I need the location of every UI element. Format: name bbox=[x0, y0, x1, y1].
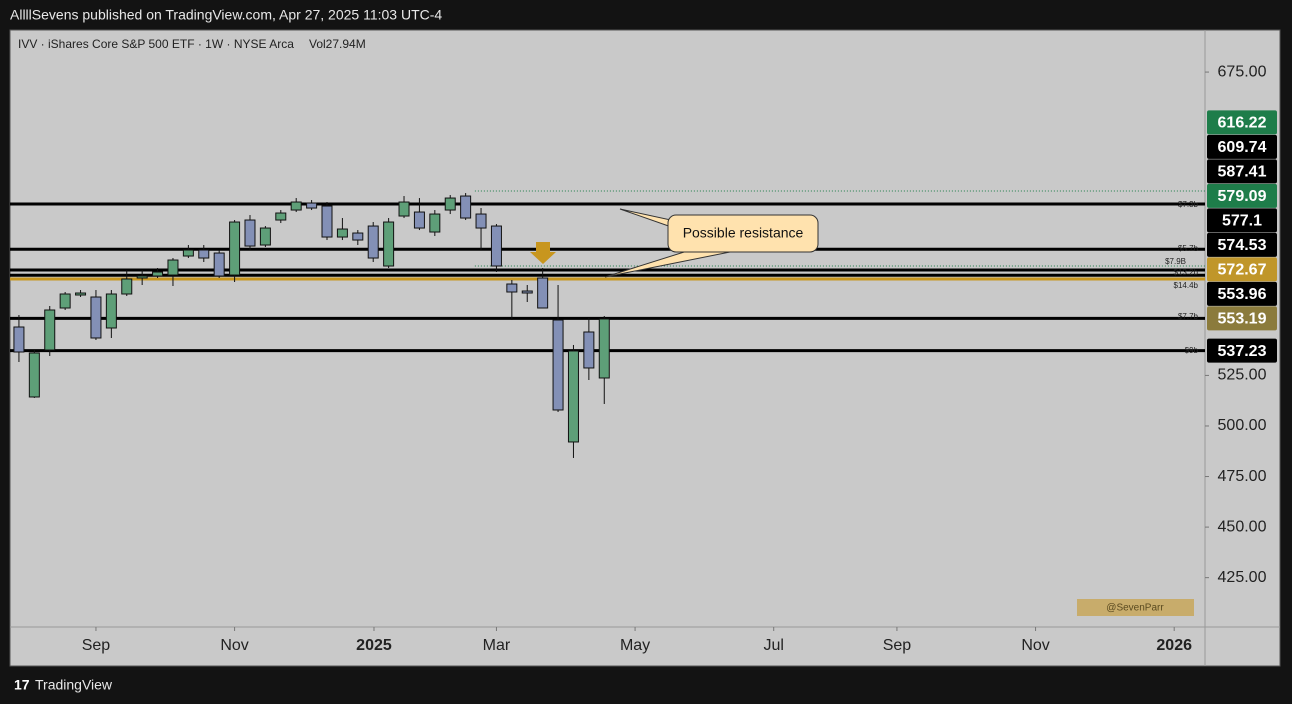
candle-body bbox=[413, 211, 425, 229]
candle-body bbox=[537, 277, 549, 309]
y-tick-label: 450.00 bbox=[1218, 518, 1267, 535]
candle-body bbox=[321, 205, 333, 238]
price-label-box bbox=[1207, 338, 1277, 363]
price-label-box bbox=[1207, 232, 1277, 257]
candle-body bbox=[475, 213, 487, 229]
candle-body bbox=[275, 212, 287, 221]
price-label: 572.67 bbox=[1218, 262, 1267, 279]
x-tick-label: 2026 bbox=[1156, 637, 1192, 654]
candle-body bbox=[444, 197, 456, 211]
y-tick-label: 500.00 bbox=[1218, 417, 1267, 434]
y-tick-label: 675.00 bbox=[1218, 63, 1267, 80]
candle-body bbox=[105, 293, 117, 329]
profile-label: $13.2b bbox=[1174, 268, 1199, 277]
candle-body bbox=[583, 331, 595, 369]
chart-title: IVV · iShares Core S&P 500 ETF · 1W · NY… bbox=[18, 37, 294, 51]
y-tick-label: 425.00 bbox=[1218, 569, 1267, 586]
candle-body bbox=[567, 350, 579, 443]
price-label: 579.09 bbox=[1218, 188, 1267, 205]
x-tick-label: Nov bbox=[1021, 637, 1049, 654]
candle-body bbox=[244, 219, 256, 247]
x-tick-label: Mar bbox=[483, 637, 511, 654]
x-tick-label: Nov bbox=[220, 637, 248, 654]
candle-body bbox=[136, 275, 148, 279]
price-label-box bbox=[1207, 306, 1277, 331]
candle-body bbox=[290, 201, 302, 211]
candle-body bbox=[383, 221, 395, 267]
price-label: 587.41 bbox=[1218, 164, 1267, 181]
candle-body bbox=[352, 232, 364, 241]
price-label-box bbox=[1207, 183, 1277, 208]
price-label-box bbox=[1207, 159, 1277, 184]
candle-body bbox=[167, 259, 179, 276]
y-tick-label: 475.00 bbox=[1218, 468, 1267, 485]
candle-body bbox=[306, 202, 318, 209]
price-label: 553.19 bbox=[1218, 311, 1267, 328]
profile-label: $14.4b bbox=[1174, 281, 1199, 290]
candle-body bbox=[182, 249, 194, 257]
candle-body bbox=[398, 201, 410, 217]
price-label: 577.1 bbox=[1222, 213, 1262, 230]
profile-label: $7.7b bbox=[1178, 312, 1199, 321]
candle-body bbox=[506, 283, 518, 293]
x-tick-label: Jul bbox=[763, 637, 783, 654]
annotation: Possible resistance bbox=[683, 225, 804, 241]
candle-body bbox=[429, 213, 441, 233]
candle-body bbox=[28, 352, 40, 398]
candle-body bbox=[152, 271, 164, 277]
candle-body bbox=[460, 195, 472, 219]
profile-label: $7.9B bbox=[1165, 257, 1186, 266]
candle-body bbox=[44, 309, 56, 351]
arrow-marker bbox=[530, 242, 556, 264]
profile-label: $7.3b bbox=[1178, 200, 1199, 209]
price-label-box bbox=[1207, 281, 1277, 306]
candle-body bbox=[213, 252, 225, 277]
candle-body bbox=[490, 225, 502, 267]
price-label: 574.53 bbox=[1218, 237, 1267, 254]
price-label: 537.23 bbox=[1218, 343, 1267, 360]
candle-body bbox=[90, 296, 102, 339]
chart-area bbox=[9, 29, 1281, 667]
candle-body bbox=[521, 290, 533, 294]
candle-body bbox=[121, 278, 133, 295]
candle-body bbox=[367, 225, 379, 259]
watermark: @SevenParr bbox=[1106, 603, 1164, 614]
candle-body bbox=[336, 228, 348, 238]
price-label: 609.74 bbox=[1218, 139, 1267, 156]
callout bbox=[667, 214, 819, 253]
header: AllllSevens published on TradingView.com… bbox=[10, 7, 442, 23]
candle-body bbox=[59, 293, 71, 309]
profile-label: $5.7b bbox=[1178, 244, 1199, 253]
candle-body bbox=[13, 326, 25, 353]
candle-body bbox=[552, 319, 564, 411]
price-label-box bbox=[1207, 110, 1277, 135]
x-tick-label: 2025 bbox=[356, 637, 392, 654]
candle-body bbox=[229, 221, 241, 276]
logo: 17 bbox=[14, 677, 30, 693]
candle-body bbox=[259, 227, 271, 246]
watermark-box bbox=[1077, 599, 1194, 616]
x-tick-label: Sep bbox=[883, 637, 912, 654]
price-label: 553.96 bbox=[1218, 286, 1267, 303]
price-label: 616.22 bbox=[1218, 115, 1267, 132]
plot: 425.00 450.00 475.00 500.00 525.00 675.00 Sep N… bbox=[10, 30, 1280, 666]
footer: TradingView bbox=[35, 677, 113, 693]
volume-label: Vol27.94M bbox=[309, 37, 366, 51]
x-tick-label: Sep bbox=[82, 637, 111, 654]
candle-body bbox=[198, 249, 210, 259]
profile-label: $9b bbox=[1185, 346, 1199, 355]
price-label-box bbox=[1207, 134, 1277, 159]
candle-body bbox=[75, 292, 87, 296]
price-label-box bbox=[1207, 208, 1277, 233]
candle-body bbox=[598, 318, 610, 379]
price-label-box bbox=[1207, 257, 1277, 282]
x-tick-label: May bbox=[620, 637, 650, 654]
y-tick-label: 525.00 bbox=[1218, 367, 1267, 384]
